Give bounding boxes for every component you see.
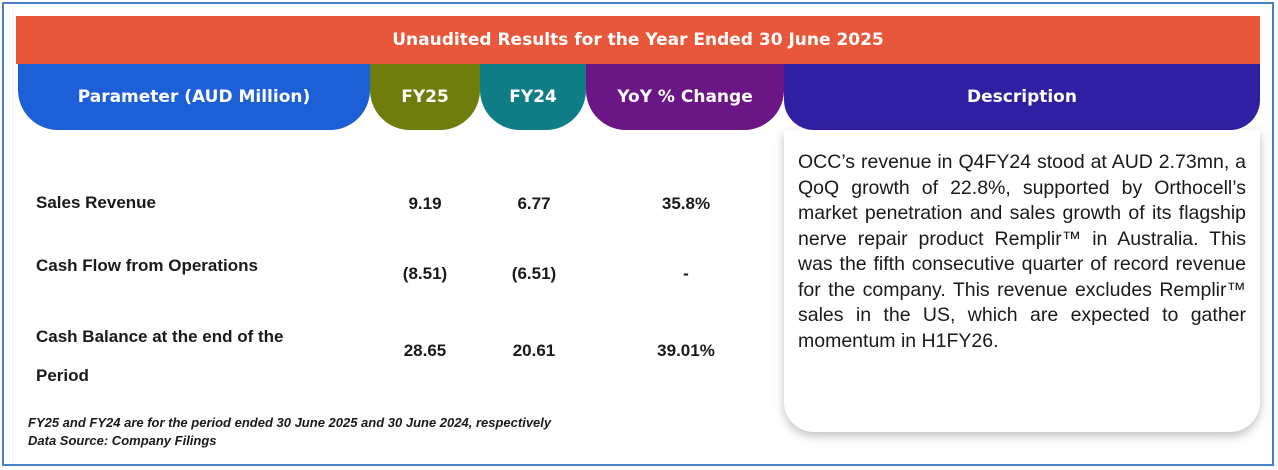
row-label-sales-revenue: Sales Revenue xyxy=(36,193,157,212)
header-parameter: Parameter (AUD Million) xyxy=(18,64,370,130)
row-label-cash-balance-line1: Cash Balance at the end of the xyxy=(36,327,284,346)
header-yoy-change: YoY % Change xyxy=(586,64,784,130)
header-description: Description xyxy=(784,64,1260,130)
header-fy24: FY24 xyxy=(480,64,586,130)
footnote-source: Data Source: Company Filings xyxy=(28,433,217,448)
cash-balance-fy24: 20.61 xyxy=(512,341,556,360)
cash-balance-yoy: 39.01% xyxy=(657,341,715,360)
table-title: Unaudited Results for the Year Ended 30 … xyxy=(16,16,1260,64)
sales-revenue-fy25: 9.19 xyxy=(408,194,442,213)
description-text: OCC’s revenue in Q4FY24 stood at AUD 2.7… xyxy=(798,151,1246,352)
footnote-period: FY25 and FY24 are for the period ended 3… xyxy=(28,415,552,430)
description-panel: OCC’s revenue in Q4FY24 stood at AUD 2.7… xyxy=(784,130,1260,432)
header-fy25: FY25 xyxy=(370,64,480,130)
row-label-cash-flow: Cash Flow from Operations xyxy=(36,256,258,275)
cash-flow-fy24: (6.51) xyxy=(511,264,557,283)
row-label-cash-balance-line2: Period xyxy=(36,366,89,385)
sales-revenue-fy24: 6.77 xyxy=(517,194,551,213)
cash-flow-yoy: - xyxy=(683,264,689,283)
sales-revenue-yoy: 35.8% xyxy=(661,194,711,213)
cash-flow-fy25: (8.51) xyxy=(402,264,448,283)
cash-balance-fy25: 28.65 xyxy=(403,341,447,360)
